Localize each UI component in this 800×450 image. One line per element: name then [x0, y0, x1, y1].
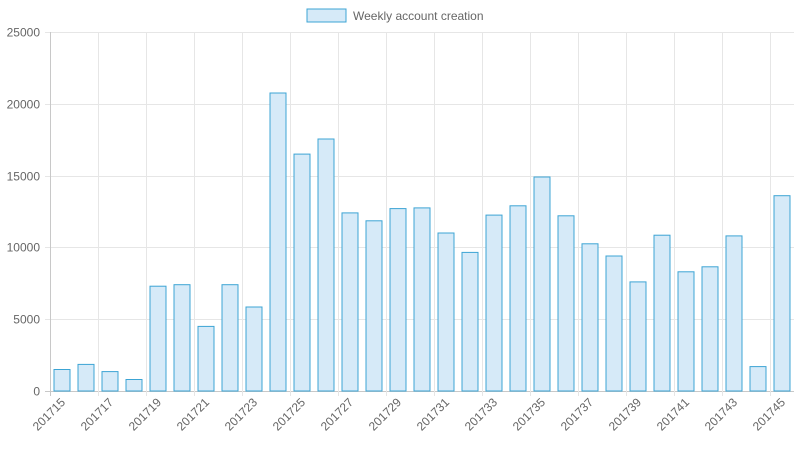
bar[interactable]: [605, 255, 623, 392]
bar[interactable]: [461, 251, 479, 392]
x-tick-label: 201717: [78, 395, 116, 433]
x-axis-tick-labels: 201715 201717 201719 201721 201723 201725 2017…: [30, 395, 788, 433]
bar[interactable]: [413, 207, 431, 392]
y-tick-label: 10000: [7, 241, 41, 255]
x-tick-label: 201743: [702, 395, 740, 433]
bar[interactable]: [509, 205, 527, 392]
y-tick-label: 0: [33, 385, 40, 399]
y-tick-label: 5000: [13, 313, 40, 327]
y-tick-label: 20000: [7, 98, 41, 112]
bar[interactable]: [197, 325, 215, 392]
x-tick-label: 201727: [318, 395, 356, 433]
bar[interactable]: [701, 266, 719, 392]
bar[interactable]: [269, 92, 287, 392]
bar[interactable]: [485, 214, 503, 392]
bar[interactable]: [389, 208, 407, 392]
bar[interactable]: [437, 232, 455, 392]
x-tick-label: 201729: [366, 395, 404, 433]
x-tick-label: 201745: [750, 395, 788, 433]
x-tick-label: 201721: [174, 395, 212, 433]
bar[interactable]: [725, 235, 743, 392]
bars: [53, 92, 791, 392]
bar[interactable]: [77, 363, 95, 392]
bar[interactable]: [293, 153, 311, 392]
bar[interactable]: [149, 285, 167, 392]
bar[interactable]: [677, 271, 695, 392]
grid-lines: [45, 32, 794, 396]
bar[interactable]: [365, 220, 383, 392]
x-tick-label: 201735: [510, 395, 548, 433]
bar[interactable]: [341, 212, 359, 392]
bar[interactable]: [653, 234, 671, 392]
bar[interactable]: [173, 284, 191, 392]
bar[interactable]: [749, 366, 767, 392]
bar[interactable]: [773, 195, 791, 392]
x-tick-label: 201741: [654, 395, 692, 433]
bar[interactable]: [101, 371, 119, 392]
x-tick-label: 201715: [30, 395, 68, 433]
x-tick-label: 201739: [606, 395, 644, 433]
legend[interactable]: Weekly account creation: [306, 8, 484, 23]
x-tick-label: 201719: [126, 395, 164, 433]
y-tick-label: 25000: [7, 26, 41, 40]
x-tick-label: 201737: [558, 395, 596, 433]
bar[interactable]: [629, 281, 647, 392]
bar[interactable]: [125, 379, 143, 392]
x-tick-label: 201725: [270, 395, 308, 433]
legend-swatch[interactable]: [306, 8, 347, 23]
legend-label[interactable]: Weekly account creation: [353, 9, 484, 23]
bar[interactable]: [557, 215, 575, 392]
x-tick-label: 201733: [462, 395, 500, 433]
bar[interactable]: [533, 176, 551, 392]
bar[interactable]: [221, 284, 239, 392]
bar[interactable]: [581, 243, 599, 392]
x-tick-label: 201731: [414, 395, 452, 433]
x-tick-label: 201723: [222, 395, 260, 433]
y-tick-label: 15000: [7, 170, 41, 184]
y-axis-tick-labels: 0 5000 10000 15000 20000 25000: [7, 26, 41, 399]
bar[interactable]: [245, 306, 263, 392]
bar[interactable]: [53, 369, 71, 392]
bar[interactable]: [317, 138, 335, 392]
